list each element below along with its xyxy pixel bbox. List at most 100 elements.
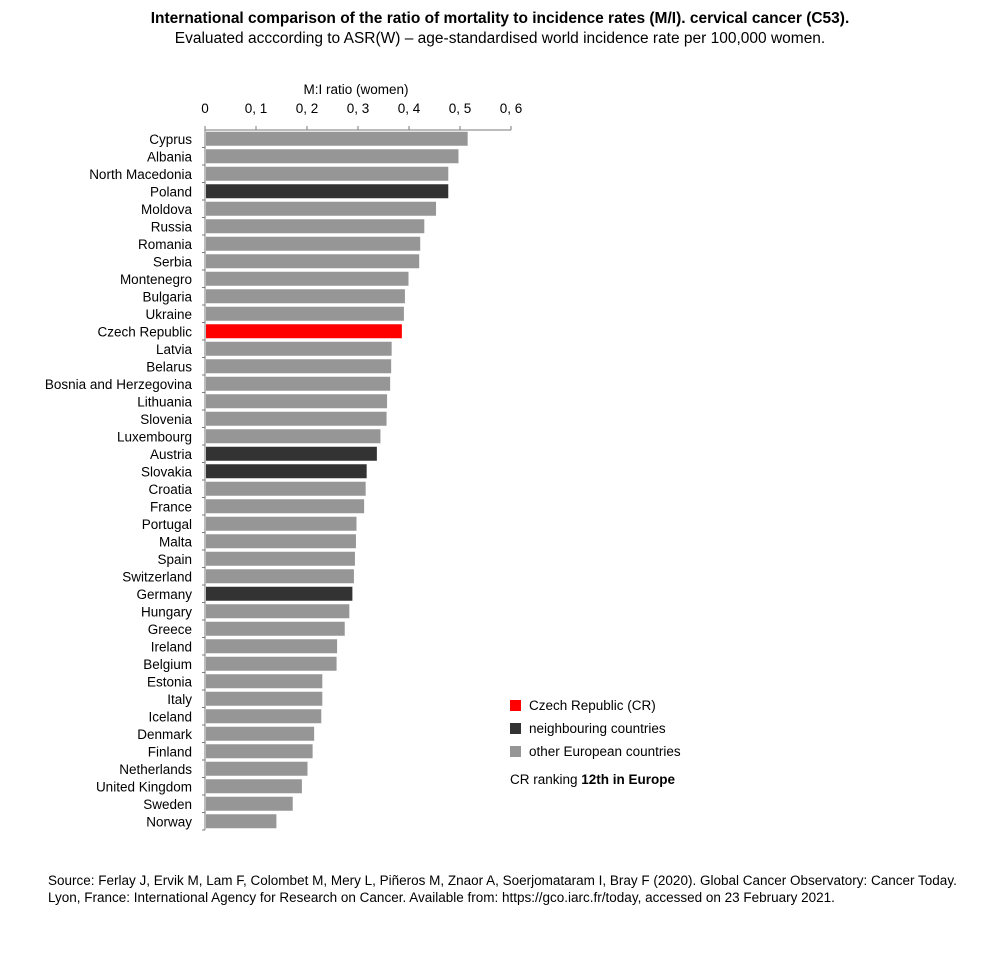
category-label: Cyprus [149,132,192,147]
bar-netherlands [206,761,308,776]
bar-greece [206,621,345,636]
category-label: Switzerland [122,569,192,584]
category-labels: Cyprus Albania North Macedonia Poland Moldov… [45,132,193,830]
legend-label-other: other European countries [529,744,681,759]
bar-germany [206,586,353,601]
category-label: Lithuania [137,394,192,409]
category-label: Belarus [146,359,192,374]
bar-montenegro [206,271,409,286]
bar-italy [206,691,323,706]
bar-switzerland [206,569,354,584]
category-label: Albania [147,149,193,164]
bar-spain [206,551,355,566]
chart-title: International comparison of the ratio of… [150,10,850,27]
bar-estonia [206,674,323,689]
bar-sweden [206,796,293,811]
bar-latvia [206,341,392,356]
x-tick-label: 0, 2 [296,101,319,116]
category-label: Russia [151,219,193,234]
legend-swatch-czech [510,700,521,711]
category-label: Sweden [143,797,192,812]
category-label: Czech Republic [97,324,192,339]
category-label: Estonia [147,674,193,689]
category-label: Moldova [141,202,193,217]
legend-swatch-other [510,746,521,757]
category-label: Netherlands [119,762,192,777]
ranking-prefix: CR ranking [510,772,581,787]
category-label: Germany [136,587,192,602]
category-label: Italy [167,692,192,707]
bar-romania [206,236,421,251]
bar-united-kingdom [206,779,302,794]
x-tick-label: 0, 6 [500,101,523,116]
chart-subtitle: Evaluated acccording to ASR(W) – age-sta… [174,30,826,47]
x-axis: 0 0, 1 0, 2 0, 3 0, 4 0, 5 0, 6 [201,101,523,831]
bar-bulgaria [206,289,405,304]
bar-lithuania [206,394,388,409]
bar-finland [206,744,313,759]
category-label: Denmark [137,727,192,742]
bar-bosnia-and-herzegovina [206,376,391,391]
category-label: Poland [150,184,192,199]
ranking-note: CR ranking 12th in Europe [510,772,676,787]
legend-label-czech: Czech Republic (CR) [529,698,656,713]
category-label: Norway [146,814,192,829]
category-label: Malta [159,534,193,549]
bar-france [206,499,365,514]
bar-slovenia [206,411,387,426]
category-label: Romania [138,237,193,252]
category-label: France [150,499,192,514]
bar-denmark [206,726,315,741]
bar-albania [206,149,459,164]
bar-serbia [206,254,420,269]
category-label: Iceland [148,709,192,724]
x-axis-label: M:I ratio (women) [303,82,408,97]
bars-group [206,131,468,829]
category-label: Ireland [151,639,192,654]
bar-iceland [206,709,322,724]
category-label: Austria [150,447,193,462]
category-label: Montenegro [120,272,192,287]
category-label: Belgium [143,657,192,672]
category-label: North Macedonia [89,167,192,182]
category-label: Hungary [141,604,192,619]
legend-swatch-neighbour [510,723,521,734]
bar-malta [206,534,356,549]
bar-russia [206,219,425,234]
category-label: United Kingdom [96,779,192,794]
bar-croatia [206,481,366,496]
category-label: Serbia [153,254,193,269]
ranking-bold: 12th in Europe [581,772,675,787]
legend-label-neighbour: neighbouring countries [529,721,666,736]
bar-ireland [206,639,338,654]
category-label: Slovakia [141,464,193,479]
bar-czech-republic [206,324,402,339]
category-label: Latvia [156,342,193,357]
category-label: Spain [157,552,192,567]
category-label: Finland [148,744,192,759]
x-tick-label: 0, 4 [398,101,421,116]
category-label: Portugal [142,517,192,532]
bar-poland [206,184,449,199]
bar-norway [206,814,277,829]
bar-belarus [206,359,392,374]
bar-slovakia [206,464,367,479]
bar-hungary [206,604,350,619]
bar-moldova [206,201,437,216]
x-tick-label: 0, 5 [449,101,472,116]
category-label: Bosnia and Herzegovina [45,377,193,392]
category-label: Croatia [148,482,192,497]
bar-cyprus [206,131,468,146]
category-label: Greece [148,622,192,637]
bar-austria [206,446,377,461]
legend: Czech Republic (CR) neighbouring countri… [510,698,681,787]
category-label: Ukraine [145,307,192,322]
bar-luxembourg [206,429,381,444]
x-tick-label: 0, 1 [245,101,268,116]
category-label: Luxembourg [117,429,192,444]
bar-belgium [206,656,337,671]
bar-ukraine [206,306,404,321]
x-tick-label: 0 [201,101,209,116]
category-label: Slovenia [140,412,192,427]
